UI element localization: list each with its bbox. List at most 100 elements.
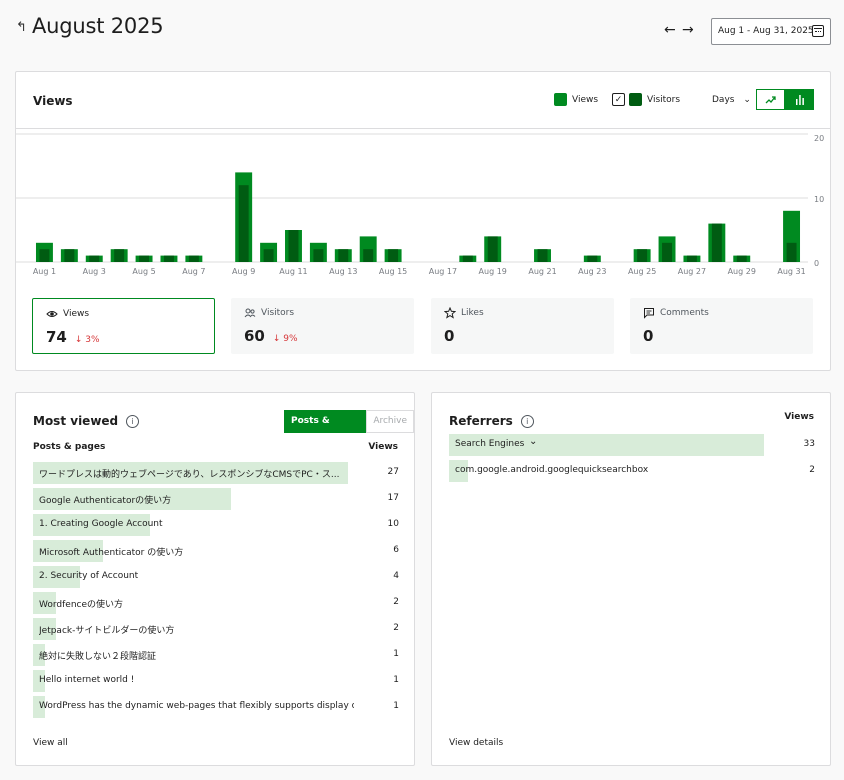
most-viewed-row[interactable]: Jetpack-サイトビルダーの使い方 2	[33, 618, 399, 640]
arrow-left-icon[interactable]: ←	[664, 22, 676, 38]
date-range-label: Aug 1 - Aug 31, 2025	[718, 26, 814, 36]
visitors-checkbox[interactable]: ✓	[612, 93, 625, 106]
most-viewed-row-label: 1. Creating Google Account	[39, 519, 163, 529]
most-viewed-row-bar	[33, 696, 45, 718]
referrer-row-value: 2	[809, 465, 815, 475]
stat-visitors-delta: ↓ 9%	[272, 334, 298, 344]
most-viewed-row-label: 2. Security of Account	[39, 571, 139, 581]
stat-visitors[interactable]: Visitors 60 ↓ 9%	[231, 298, 414, 354]
most-viewed-row-label: Hello internet world !	[39, 675, 135, 685]
most-viewed-row[interactable]: 2. Security of Account 4	[33, 566, 399, 588]
stat-likes-value: 0	[444, 327, 455, 345]
visitors-bar	[736, 255, 747, 262]
stat-comments[interactable]: Comments 0	[630, 298, 813, 354]
bar-chart-button[interactable]	[785, 89, 814, 110]
most-viewed-row-label: WordPress has the dynamic web-pages that…	[39, 701, 354, 711]
most-viewed-row[interactable]: 1. Creating Google Account 10	[33, 514, 399, 536]
visitors-bar	[711, 223, 722, 262]
most-viewed-row[interactable]: 絶対に失敗しない２段階認証 1	[33, 644, 399, 666]
info-icon[interactable]: i	[126, 414, 140, 428]
stat-comments-label: Comments	[660, 308, 709, 318]
comment-icon	[644, 308, 654, 319]
visitors-bar	[313, 249, 324, 262]
tab-posts-pages[interactable]: Posts & pages	[284, 410, 367, 447]
x-tick-label: Aug 29	[728, 267, 756, 276]
view-details-link[interactable]: View details	[449, 738, 504, 748]
arrow-right-icon[interactable]: →	[682, 22, 694, 38]
back-arrow-icon[interactable]: ↰	[16, 20, 27, 35]
visitors-bar	[64, 249, 75, 262]
referrer-row[interactable]: Search Engines ⌄ 33	[449, 434, 815, 456]
most-viewed-row[interactable]: Microsoft Authenticator の使い方 6	[33, 540, 399, 562]
legend-views-label: Views	[572, 94, 599, 105]
most-viewed-row[interactable]: ワードプレスは動的ウェブページであり、レスポンシブなCMSでPC・ス... 27	[33, 462, 399, 484]
visitors-bar	[587, 255, 598, 262]
x-tick-label: Aug 7	[182, 267, 205, 276]
chevron-down-icon[interactable]: ⌄	[529, 436, 538, 447]
x-tick-label: Aug 31	[777, 267, 805, 276]
visitors-bar	[487, 236, 498, 262]
bar-chart-icon	[795, 95, 804, 105]
stat-comments-value: 0	[643, 327, 654, 345]
most-viewed-row-label: Microsoft Authenticator の使い方	[39, 548, 184, 558]
stat-views-value: 74	[46, 328, 67, 346]
view-all-link[interactable]: View all	[33, 738, 68, 748]
legend-visitors-label: Visitors	[647, 94, 681, 105]
visitors-bar	[338, 249, 349, 262]
referrers-card: Referrers i Views Search Engines ⌄ 33 com.g…	[431, 392, 831, 766]
star-icon	[444, 307, 456, 319]
visitors-bar	[388, 249, 399, 262]
referrer-row-value: 33	[803, 439, 815, 449]
most-viewed-row-value: 1	[393, 649, 399, 659]
x-tick-label: Aug 13	[329, 267, 357, 276]
tab-archive[interactable]: Archive	[366, 410, 414, 433]
chart-divider	[16, 128, 830, 129]
x-tick-label: Aug 3	[83, 267, 106, 276]
legend-views: Views	[554, 93, 598, 106]
most-viewed-row-value: 4	[393, 571, 399, 581]
period-select[interactable]: Days ⌄	[712, 95, 751, 105]
referrer-row[interactable]: com.google.android.googlequicksearchbox 2	[449, 460, 815, 482]
most-viewed-row[interactable]: Wordfenceの使い方 2	[33, 592, 399, 614]
referrer-row-label: Search Engines	[455, 439, 525, 449]
most-viewed-row-value: 2	[393, 597, 399, 607]
visitors-bar	[188, 255, 199, 262]
most-viewed-row-value: 1	[393, 701, 399, 711]
visitors-bar	[537, 249, 548, 262]
most-viewed-row-bar	[33, 670, 45, 692]
most-viewed-row[interactable]: WordPress has the dynamic web-pages that…	[33, 696, 399, 718]
most-viewed-row[interactable]: Hello internet world ! 1	[33, 670, 399, 692]
visitors-bar	[662, 242, 673, 262]
most-viewed-tabs: Posts & pages Archive	[284, 410, 414, 447]
most-viewed-row-label: Jetpack-サイトビルダーの使い方	[39, 626, 175, 636]
most-viewed-row-value: 6	[393, 545, 399, 555]
x-tick-label: Aug 15	[379, 267, 407, 276]
people-icon	[244, 308, 256, 318]
most-viewed-row-value: 27	[387, 467, 399, 477]
most-viewed-row-value: 17	[387, 493, 399, 503]
visitors-bar	[686, 255, 697, 262]
stat-likes[interactable]: Likes 0	[431, 298, 614, 354]
stat-visitors-label: Visitors	[261, 308, 295, 318]
most-viewed-row-bar	[33, 488, 232, 510]
visitors-bar	[89, 255, 100, 262]
line-chart-button[interactable]	[756, 89, 785, 110]
x-tick-label: Aug 11	[279, 267, 307, 276]
visitors-bar	[114, 249, 125, 262]
page-header: ↰ August 2025 ← → Aug 1 - Aug 31, 2025	[16, 14, 831, 46]
trend-up-icon	[765, 95, 776, 103]
most-viewed-row-value: 10	[387, 519, 399, 529]
most-viewed-row[interactable]: Google Authenticatorの使い方 17	[33, 488, 399, 510]
x-tick-label: Aug 25	[628, 267, 656, 276]
chart-type-toggle	[756, 89, 814, 110]
stat-views[interactable]: Views 74 ↓ 3%	[32, 298, 215, 354]
legend-visitors[interactable]: ✓ Visitors	[612, 93, 680, 106]
date-range-picker[interactable]: Aug 1 - Aug 31, 2025	[711, 18, 831, 45]
most-viewed-row-bar	[33, 514, 150, 536]
most-viewed-title: Most viewed i	[33, 414, 140, 428]
most-viewed-row-label: Wordfenceの使い方	[39, 600, 124, 610]
info-icon[interactable]: i	[520, 414, 534, 428]
visitors-bar	[637, 249, 648, 262]
referrers-column-header-views: Views	[784, 412, 814, 422]
stat-likes-label: Likes	[461, 308, 484, 318]
